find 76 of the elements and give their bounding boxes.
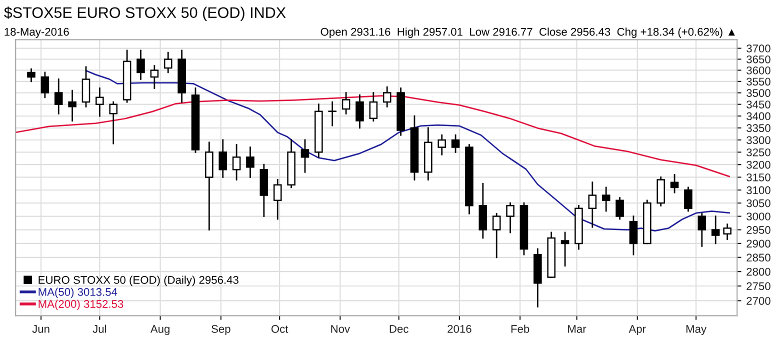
candlestick — [232, 144, 241, 180]
y-tick-label: 2850 — [746, 254, 770, 262]
y-tick-label: 3500 — [746, 89, 770, 97]
candlestick — [218, 139, 228, 178]
candlestick — [506, 202, 514, 234]
candlestick — [670, 174, 679, 194]
candlestick — [382, 86, 392, 108]
y-tick-label: 3350 — [746, 124, 770, 132]
candlestick — [136, 50, 145, 80]
x-tick-label: Feb — [511, 324, 530, 333]
x-tick-label: Dec — [390, 325, 408, 333]
chart-title: $STOX5E EURO STOXX 50 (EOD) INDX — [4, 6, 286, 22]
x-tick-label: Mar — [568, 325, 586, 333]
x-tick-label: Sep — [212, 324, 230, 336]
candlestick — [68, 90, 76, 122]
y-tick-label: 3050 — [746, 199, 770, 208]
y-tick-label: 3550 — [746, 78, 770, 86]
y-tick-label: 3100 — [746, 186, 770, 194]
x-tick-label: Oct — [271, 324, 288, 333]
candlestick — [629, 216, 638, 256]
candlestick — [560, 232, 570, 267]
y-tick-label: 2800 — [746, 268, 770, 276]
candlestick — [698, 212, 706, 247]
candlestick — [246, 146, 254, 178]
y-tick-label: 2950 — [746, 226, 770, 234]
candlestick — [342, 92, 350, 114]
candlestick — [684, 186, 692, 212]
y-tick-label: 3450 — [746, 100, 770, 108]
candlestick — [54, 78, 63, 114]
y-tick-label: 3000 — [746, 212, 770, 220]
chart-subtitle: 18-May-2016 — [4, 28, 69, 38]
text: Open 2931.16 High 2957.01 Low 2916.77 Close 2956.43 Chg +18.34 (+0.62%) ▲ — [320, 28, 735, 38]
x-tick-label: Nov — [331, 325, 350, 333]
legend-label: MA(50) 3013.54 — [38, 288, 118, 298]
y-tick-label: 3650 — [746, 55, 770, 64]
candlestick — [438, 134, 446, 156]
x-tick-label: May — [686, 325, 707, 336]
y-tick-label: 2900 — [746, 240, 770, 248]
candlestick — [273, 179, 282, 220]
line-series — [85, 70, 730, 232]
y-tick-label: 3400 — [746, 112, 770, 120]
candlestick — [164, 52, 172, 74]
y-tick-label: 3600 — [746, 66, 770, 74]
candlestick — [711, 216, 720, 244]
y-tick-label: 2750 — [746, 282, 770, 290]
candlestick — [356, 94, 364, 129]
x-tick-label: 2016 — [448, 324, 472, 333]
candlestick — [602, 186, 610, 212]
candlestick — [723, 224, 732, 240]
candlestick — [109, 101, 118, 144]
candlestick — [328, 101, 336, 126]
candlestick — [492, 212, 501, 258]
x-tick-label: Apr — [628, 325, 646, 336]
candlestick — [300, 139, 310, 173]
y-tick-label: 3700 — [746, 44, 770, 52]
legend-label: MA(200) 3152.53 — [38, 300, 124, 310]
y-tick-label: 3300 — [746, 136, 770, 144]
candlestick — [369, 92, 378, 122]
x-tick-label: Aug — [150, 325, 170, 336]
candlestick — [451, 134, 460, 153]
candlestick — [40, 72, 50, 98]
candlestick — [656, 176, 665, 206]
legend-label: EURO STOXX 50 (EOD) (Daily) 2956.43 — [38, 276, 238, 286]
candlestick — [27, 68, 36, 82]
x-tick-label: Jun — [32, 325, 50, 333]
y-tick-label: 3150 — [746, 173, 770, 182]
x-tick-label: Jul — [92, 324, 106, 333]
candlestick — [150, 65, 159, 89]
candlestick — [96, 88, 104, 117]
y-tick-label: 2700 — [746, 296, 770, 305]
candlestick — [82, 66, 90, 108]
y-tick-label: 3250 — [746, 148, 770, 156]
candlestick — [616, 197, 624, 220]
line-series — [16, 95, 730, 178]
y-tick-label: 3200 — [746, 160, 770, 169]
candlestick — [588, 182, 597, 228]
